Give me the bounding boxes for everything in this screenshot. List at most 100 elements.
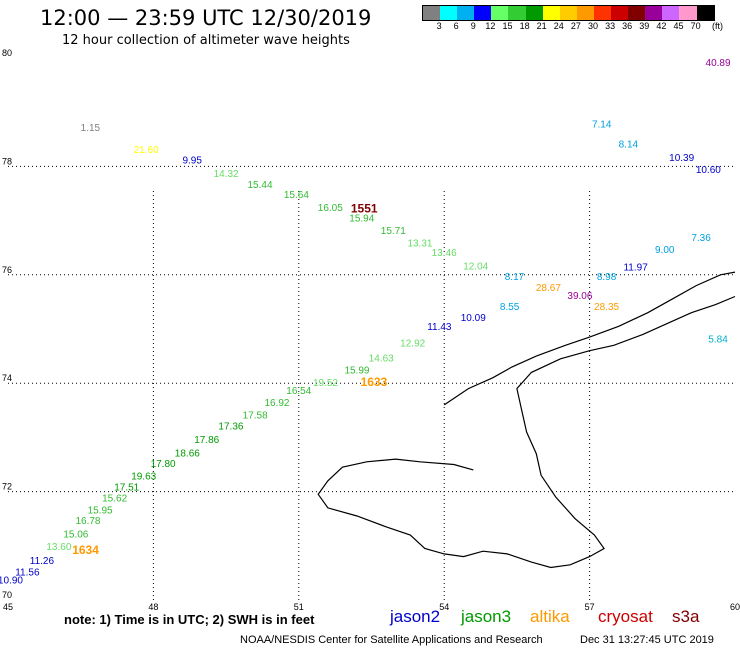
lon-tick-label: 54	[439, 602, 449, 612]
legend-tick-label: 9	[470, 21, 476, 31]
legend-swatch	[542, 6, 560, 20]
wave-height-label: 11.97	[623, 262, 648, 273]
wave-height-label: 13.31	[407, 239, 432, 250]
wave-height-label: 17.80	[151, 459, 176, 470]
lon-tick-label: 45	[3, 602, 13, 612]
pass-time-label: 1551	[351, 201, 378, 215]
wave-height-label: 21.60	[134, 145, 159, 156]
legend-swatch	[593, 6, 612, 20]
legend-tick-label: 33	[605, 21, 616, 31]
coastline-north-island	[443, 271, 736, 406]
legend-tick-label: 27	[570, 21, 581, 31]
wave-height-label: 39.06	[567, 291, 592, 302]
wave-height-label: 10.39	[669, 153, 694, 164]
lon-tick-label: 48	[148, 602, 158, 612]
legend-tick-label: 42	[656, 21, 667, 31]
legend-swatch	[628, 6, 646, 20]
wave-height-label: 11.43	[427, 322, 452, 333]
wave-height-label: 17.86	[194, 435, 219, 446]
lat-tick-label: 80	[2, 48, 12, 58]
wave-height-label: 8.17	[505, 272, 525, 283]
wave-height-label: 15.71	[381, 226, 406, 237]
wave-height-label: 11.26	[30, 556, 55, 567]
wave-height-label: 40.89	[706, 58, 731, 69]
wave-height-label: 13.46	[432, 248, 457, 259]
wave-height-label: 19.52	[313, 378, 338, 389]
wave-height-label: 15.64	[284, 190, 309, 201]
lon-tick-label: 51	[294, 602, 304, 612]
legend-tick-label: 18	[519, 21, 530, 31]
wave-height-label: 18.66	[175, 448, 200, 459]
wave-height-label: 15.62	[102, 493, 127, 504]
wave-height-label: 15.06	[63, 530, 88, 541]
wave-height-label: 14.63	[369, 354, 394, 365]
wave-height-label: 5.84	[708, 335, 728, 346]
wave-height-label: 11.56	[15, 568, 40, 579]
legend-swatch	[696, 6, 714, 20]
legend-tick-label: 3	[436, 21, 442, 31]
legend-tick-label: 12	[485, 21, 496, 31]
wave-height-label: 10.90	[0, 576, 23, 587]
coastline-novaya-zemlya	[317, 295, 736, 569]
wave-height-label: 7.14	[592, 119, 612, 130]
wave-height-label: 16.78	[75, 516, 100, 527]
pass-time-label: 1634	[72, 543, 99, 557]
wave-height-label: 16.92	[264, 398, 289, 409]
legend-swatch	[474, 6, 492, 20]
color-legend-bar	[422, 5, 715, 21]
wave-height-label: 28.67	[536, 283, 561, 294]
legend-swatch	[679, 6, 697, 20]
wave-height-label: 10.60	[696, 165, 721, 176]
legend-swatch	[662, 6, 680, 20]
lat-tick-label: 76	[2, 265, 12, 275]
legend-tick-label: 36	[622, 21, 633, 31]
pass-time-label: 1633	[361, 375, 388, 389]
legend-tick-label: 70	[690, 21, 701, 31]
wave-height-label: 8.14	[619, 139, 639, 150]
wave-height-label: 16.54	[286, 386, 311, 397]
legend-swatch	[611, 6, 629, 20]
wave-height-label: 12.04	[463, 261, 488, 272]
wave-height-label: 12.92	[400, 338, 425, 349]
wave-height-label: 17.36	[218, 421, 243, 432]
wave-height-label: 15.99	[344, 365, 369, 376]
lon-tick-label: 60	[730, 602, 740, 612]
legend-swatch	[525, 6, 543, 20]
lat-tick-label: 78	[2, 156, 12, 166]
mission-label-jason2: jason2	[390, 607, 441, 626]
wave-height-label: 7.36	[691, 233, 711, 244]
wave-height-label: 8.98	[597, 272, 617, 283]
legend-swatch	[423, 6, 441, 20]
color-legend-labels: 3 6 9 12 15 18 21 24 27 30 33 36 39 42 45 70	[422, 21, 740, 33]
legend-swatch	[559, 6, 577, 20]
wave-height-label: 16.05	[318, 203, 343, 214]
legend-swatch	[457, 6, 475, 20]
wave-height-label: 9.00	[655, 245, 675, 256]
lat-tick-label: 70	[2, 590, 12, 600]
legend-tick-label: 6	[453, 21, 459, 31]
legend-swatch	[508, 6, 526, 20]
wave-height-label: 19.63	[131, 472, 156, 483]
wave-height-label: 14.32	[214, 169, 239, 180]
mission-label-altika: altika	[530, 607, 570, 626]
wave-height-label: 10.09	[461, 313, 486, 324]
generated-timestamp: Dec 31 13:27:45 UTC 2019	[580, 634, 714, 646]
mission-label-jason3: jason3	[461, 607, 512, 626]
mission-label-cryosat: cryosat	[598, 607, 653, 626]
mission-label-s3a: s3a	[672, 607, 700, 626]
wave-height-label: 13.60	[46, 542, 71, 553]
legend-swatch	[645, 6, 663, 20]
legend-unit-label: (ft)	[712, 21, 723, 31]
legend-swatch	[576, 6, 594, 20]
legend-tick-label: 39	[639, 21, 650, 31]
legend-swatch	[491, 6, 509, 20]
wave-height-label: 15.94	[349, 214, 374, 225]
wave-height-label: 15.95	[88, 505, 113, 516]
wave-height-label: 15.44	[248, 180, 273, 191]
lon-tick-label: 57	[585, 602, 595, 612]
legend-tick-label: 24	[553, 21, 564, 31]
map-title: 12:00 — 23:59 UTC 12/30/2019	[40, 6, 372, 30]
legend-tick-label: 30	[587, 21, 599, 31]
